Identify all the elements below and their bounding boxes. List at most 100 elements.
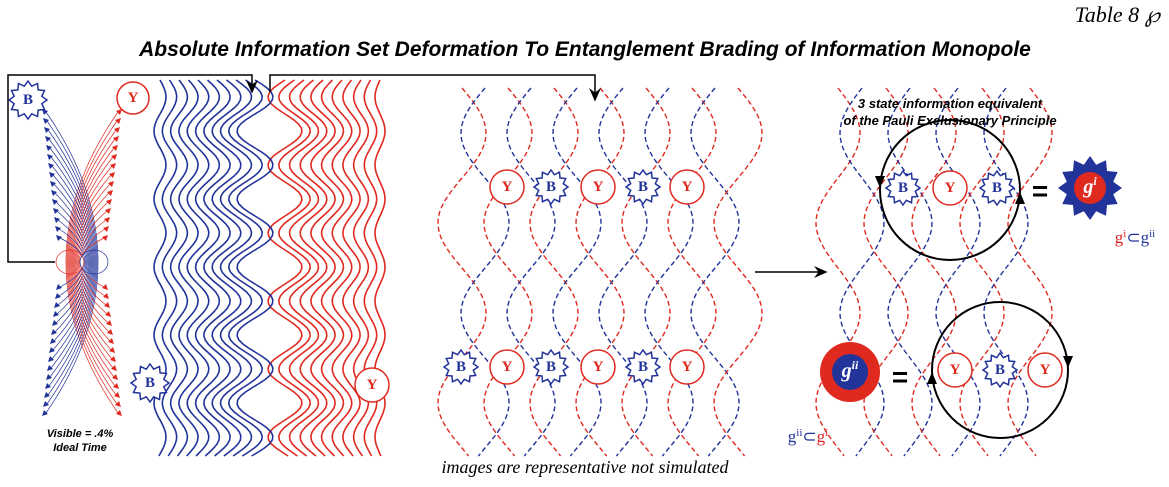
arrowhead	[104, 217, 110, 223]
arrowhead	[115, 118, 121, 124]
title: Absolute Information Set Deformation To …	[138, 38, 1031, 61]
b-node	[624, 168, 662, 206]
arrowhead	[54, 302, 60, 308]
subset: gi⊂gii	[1115, 228, 1155, 247]
y-node	[669, 169, 705, 205]
braid	[815, 87, 861, 457]
wave	[186, 79, 210, 457]
y-label: Y	[1040, 362, 1051, 378]
wave	[236, 79, 274, 457]
strand	[48, 138, 96, 387]
b-label: B	[546, 179, 556, 195]
g1-core	[1074, 172, 1106, 204]
arrowhead	[44, 392, 50, 398]
arrowhead	[50, 181, 56, 187]
wave	[288, 79, 320, 457]
wave	[219, 79, 253, 457]
arrowhead	[109, 347, 115, 353]
strand	[67, 129, 117, 396]
y-node	[489, 349, 525, 385]
g2-core	[832, 354, 868, 390]
arrowhead	[44, 127, 50, 133]
strand	[68, 138, 116, 387]
arrowhead	[105, 311, 111, 317]
sup: ii	[796, 427, 802, 439]
y-node	[489, 169, 525, 205]
wave	[331, 79, 353, 457]
cycle	[931, 301, 1069, 439]
braid	[839, 87, 885, 457]
braid	[575, 87, 625, 457]
g-symbol: gi	[1082, 174, 1097, 198]
g: g	[841, 360, 852, 382]
cycle-arrow	[875, 176, 885, 188]
strand	[52, 174, 92, 351]
arrowhead	[106, 199, 112, 205]
b-label: B	[546, 359, 556, 375]
cycle-arrow	[927, 372, 937, 384]
arrowhead	[48, 163, 54, 169]
cycle	[879, 119, 1021, 261]
strand	[45, 111, 99, 414]
wave	[178, 79, 199, 457]
arrowhead	[47, 365, 53, 371]
arrowhead	[104, 302, 110, 308]
b-label: B	[898, 180, 908, 196]
wave	[267, 79, 303, 457]
braid	[483, 87, 533, 457]
g: g	[788, 427, 797, 446]
b-node	[532, 348, 570, 386]
arrowhead	[107, 190, 113, 196]
y-label: Y	[367, 377, 378, 393]
sup: i	[1123, 228, 1126, 240]
y-node	[580, 169, 616, 205]
b-label: B	[995, 362, 1005, 378]
arrowhead	[55, 226, 61, 232]
strand	[69, 147, 115, 378]
g: g	[817, 427, 826, 446]
y-node	[937, 352, 973, 388]
ring	[79, 249, 109, 275]
strand	[46, 120, 98, 405]
arrowhead	[43, 118, 49, 124]
caption: Ideal Time	[53, 442, 107, 454]
arrowhead	[42, 109, 48, 115]
arrowhead	[52, 199, 58, 205]
arrowhead	[116, 410, 122, 416]
braid	[713, 87, 763, 457]
arrowhead	[45, 136, 51, 142]
strand	[70, 156, 114, 369]
cycle-arrow	[1063, 356, 1073, 368]
y-label: Y	[593, 179, 604, 195]
arrowhead	[49, 172, 55, 178]
arrowhead	[54, 217, 60, 223]
b-node	[129, 362, 171, 404]
g: g	[1141, 228, 1150, 247]
strand	[71, 165, 113, 360]
arrowhead	[51, 190, 57, 196]
b-label: B	[638, 359, 648, 375]
wave	[227, 79, 264, 457]
braid	[621, 87, 671, 457]
braid	[959, 87, 1005, 457]
y-node	[354, 367, 390, 403]
strand	[51, 165, 93, 360]
g: g	[1115, 228, 1124, 247]
y-node	[116, 81, 150, 115]
y-node	[1027, 352, 1063, 388]
arrowhead	[103, 226, 109, 232]
arrowhead	[110, 163, 116, 169]
arrowhead	[102, 235, 108, 241]
braid	[667, 87, 717, 457]
y-label: Y	[950, 362, 961, 378]
arrowhead	[102, 284, 108, 290]
arrowhead	[43, 401, 49, 407]
braid	[460, 87, 510, 457]
strand	[57, 219, 87, 306]
arrowhead	[48, 356, 54, 362]
wave	[169, 79, 189, 457]
strand	[54, 192, 90, 333]
arrowhead	[52, 320, 58, 326]
b-node	[442, 348, 480, 386]
op: ⊂	[1126, 228, 1140, 247]
